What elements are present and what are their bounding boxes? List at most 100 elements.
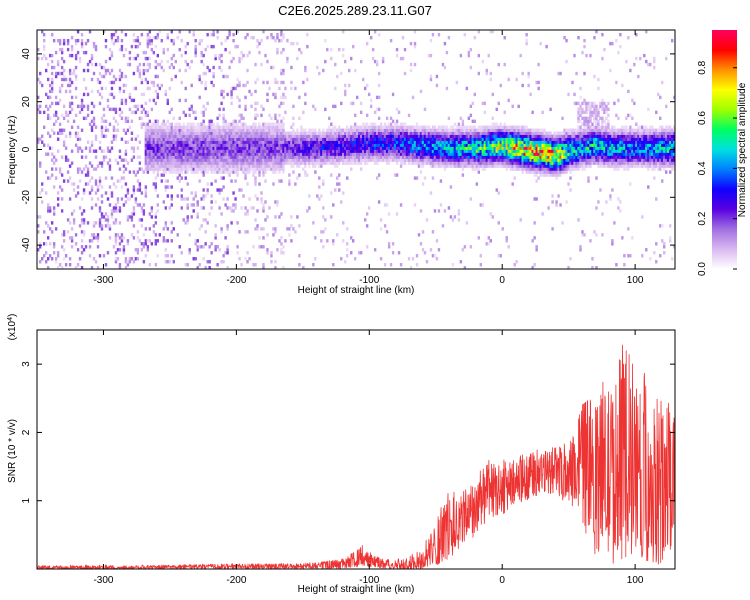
- heatmap-cell: [78, 206, 82, 210]
- heatmap-cell: [98, 140, 102, 144]
- heatmap-cell: [176, 161, 179, 165]
- heatmap-cell: [206, 170, 209, 174]
- heatmap-cell: [272, 134, 275, 138]
- heatmap-cell: [471, 167, 475, 171]
- heatmap-cell: [252, 206, 255, 210]
- heatmap-cell: [220, 155, 223, 159]
- heatmap-cell: [545, 152, 548, 156]
- heatmap-cell: [346, 134, 349, 138]
- heatmap-cell: [238, 56, 241, 61]
- heatmap-cell: [304, 149, 307, 153]
- heatmap-cell: [445, 164, 449, 168]
- heatmap-cell: [196, 164, 199, 168]
- heatmap-cell: [218, 131, 221, 135]
- heatmap-cell: [375, 137, 379, 141]
- heatmap-cell: [188, 65, 191, 70]
- heatmap-cell: [164, 185, 167, 189]
- heatmap-cell: [170, 230, 173, 234]
- heatmap-cell: [278, 215, 281, 219]
- heatmap-cell: [409, 128, 413, 132]
- heatmap-cell: [216, 164, 219, 168]
- heatmap-cell: [216, 188, 219, 192]
- heatmap-cell: [405, 146, 409, 150]
- heatmap-cell: [340, 140, 343, 144]
- heatmap-cell: [537, 143, 540, 147]
- heatmap-cell: [216, 131, 219, 135]
- heatmap-cell: [76, 149, 80, 153]
- heatmap-cell: [144, 143, 148, 147]
- heatmap-cell: [290, 164, 293, 168]
- heatmap-cell: [226, 224, 229, 228]
- heatmap-cell: [256, 149, 259, 153]
- heatmap-cell: [188, 143, 191, 147]
- heatmap-cell: [282, 128, 285, 132]
- heatmap-cell: [274, 80, 277, 85]
- heatmap-cell: [246, 209, 249, 213]
- heatmap-cell: [172, 125, 175, 129]
- heatmap-cell: [383, 149, 387, 153]
- heatmap-cell: [68, 71, 72, 76]
- heatmap-cell: [192, 149, 195, 153]
- heatmap-cell: [282, 158, 285, 162]
- heatmap-cell: [276, 155, 279, 159]
- heatmap-cell: [441, 161, 445, 165]
- heatmap-cell: [38, 215, 42, 219]
- heatmap-cell: [252, 146, 255, 150]
- heatmap-cell: [92, 44, 96, 49]
- heatmap-cell: [174, 143, 177, 147]
- heatmap-cell: [236, 164, 239, 168]
- heatmap-cell: [527, 152, 530, 156]
- heatmap-cell: [80, 245, 84, 249]
- heatmap-cell: [64, 134, 68, 138]
- heatmap-cell: [152, 224, 156, 228]
- heatmap-cell: [535, 167, 538, 171]
- heatmap-cell: [322, 140, 325, 144]
- heatmap-cell: [124, 47, 128, 52]
- heatmap-cell: [70, 47, 74, 52]
- heatmap-cell: [278, 137, 281, 141]
- heatmap-cell: [507, 131, 510, 135]
- heatmap-cell: [312, 146, 315, 150]
- heatmap-cell: [122, 170, 126, 174]
- heatmap-cell: [202, 158, 205, 162]
- heatmap-cell: [387, 161, 391, 165]
- heatmap-cell: [483, 143, 486, 147]
- heatmap-cell: [393, 146, 397, 150]
- heatmap-cell: [170, 107, 173, 112]
- heatmap-cell: [453, 158, 457, 162]
- heatmap-cell: [268, 146, 271, 150]
- heatmap-cell: [104, 128, 108, 132]
- heatmap-cell: [108, 164, 112, 168]
- heatmap-cell: [248, 155, 251, 159]
- heatmap-cell: [535, 158, 538, 162]
- heatmap-cell: [561, 170, 564, 174]
- heatmap-cell: [194, 167, 197, 171]
- heatmap-cell: [152, 83, 156, 88]
- heatmap-cell: [156, 254, 160, 258]
- heatmap-cell: [427, 158, 431, 162]
- heatmap-cell: [525, 128, 528, 132]
- heatmap-cell: [180, 128, 183, 132]
- heatmap-cell: [158, 161, 162, 165]
- heatmap-cell: [148, 137, 152, 141]
- heatmap-cell: [134, 86, 138, 91]
- heatmap-cell: [457, 161, 461, 165]
- heatmap-cell: [112, 137, 116, 141]
- heatmap-cell: [443, 155, 447, 159]
- heatmap-cell: [346, 152, 349, 156]
- heatmap-cell: [513, 134, 516, 138]
- heatmap-cell: [354, 140, 357, 144]
- heatmap-cell: [48, 227, 52, 231]
- heatmap-cell: [449, 146, 453, 150]
- heatmap-cell: [553, 152, 556, 156]
- heatmap-cell: [70, 149, 74, 153]
- heatmap-cell: [170, 149, 173, 153]
- heatmap-cell: [118, 47, 122, 52]
- heatmap-cell: [457, 218, 461, 222]
- heatmap-cell: [389, 116, 393, 121]
- heatmap-cell: [318, 155, 321, 159]
- heatmap-cell: [469, 152, 473, 156]
- heatmap-cell: [567, 167, 570, 171]
- heatmap-cell: [234, 44, 237, 49]
- heatmap-cell: [230, 92, 233, 97]
